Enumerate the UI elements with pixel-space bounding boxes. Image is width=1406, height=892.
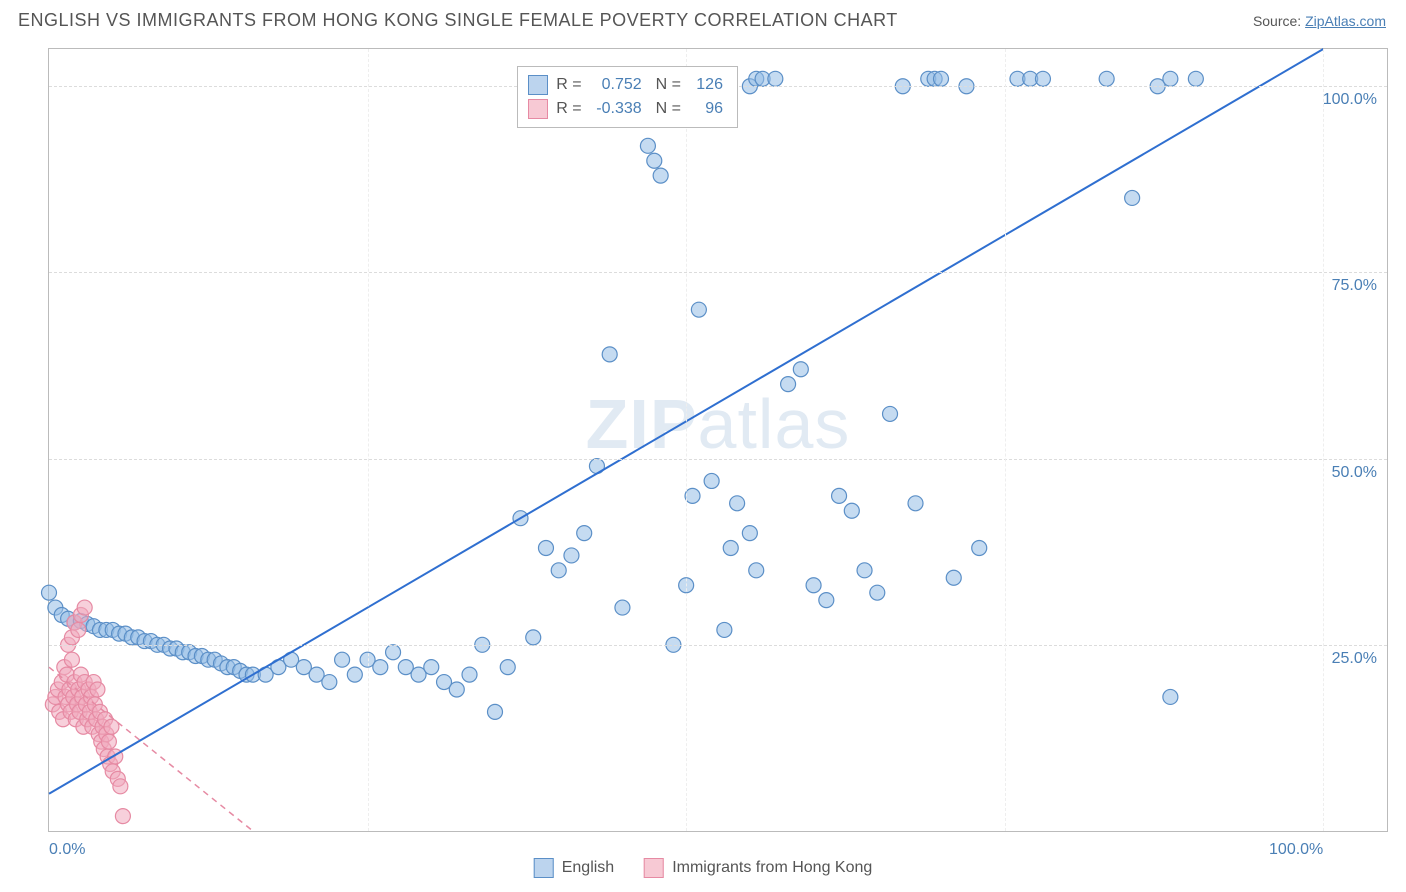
data-point xyxy=(1125,190,1140,205)
source-label: Source: xyxy=(1253,13,1305,29)
data-point xyxy=(946,570,961,585)
data-point xyxy=(1163,71,1178,86)
data-point xyxy=(64,652,79,667)
data-point xyxy=(602,347,617,362)
stats-legend-box: R = 0.752 N = 126 R = -0.338 N = 96 xyxy=(517,66,738,128)
y-tick-label: 100.0% xyxy=(1323,91,1377,109)
grid-line xyxy=(1005,49,1006,831)
data-point xyxy=(647,153,662,168)
stat-n-label: N = xyxy=(656,97,681,121)
stat-n-value: 126 xyxy=(689,73,723,97)
data-point xyxy=(373,660,388,675)
data-point xyxy=(615,600,630,615)
data-point xyxy=(793,362,808,377)
data-point xyxy=(781,377,796,392)
data-point xyxy=(347,667,362,682)
data-point xyxy=(723,540,738,555)
x-tick-label: 100.0% xyxy=(1269,841,1323,859)
data-point xyxy=(526,630,541,645)
data-point xyxy=(730,496,745,511)
stat-r-value: 0.752 xyxy=(590,73,642,97)
legend-bottom: English Immigrants from Hong Kong xyxy=(534,858,873,878)
data-point xyxy=(322,675,337,690)
data-point xyxy=(551,563,566,578)
data-point xyxy=(934,71,949,86)
chart-plot-area: ZIPatlas 25.0%50.0%75.0%100.0%0.0%100.0%… xyxy=(48,48,1388,832)
y-tick-label: 25.0% xyxy=(1332,650,1377,668)
data-point xyxy=(564,548,579,563)
y-tick-label: 50.0% xyxy=(1332,464,1377,482)
data-point xyxy=(640,138,655,153)
stat-n-value: 96 xyxy=(689,97,723,121)
data-point xyxy=(819,593,834,608)
grid-line xyxy=(368,49,369,831)
source-link[interactable]: ZipAtlas.com xyxy=(1305,13,1386,29)
x-tick-label: 0.0% xyxy=(49,841,85,859)
data-point xyxy=(972,540,987,555)
data-point xyxy=(77,600,92,615)
data-point xyxy=(386,645,401,660)
legend-item: Immigrants from Hong Kong xyxy=(644,858,872,878)
data-point xyxy=(806,578,821,593)
chart-title: ENGLISH VS IMMIGRANTS FROM HONG KONG SIN… xyxy=(18,10,898,31)
data-point xyxy=(101,734,116,749)
data-point xyxy=(691,302,706,317)
legend-label: English xyxy=(562,859,614,877)
data-point xyxy=(488,704,503,719)
data-point xyxy=(653,168,668,183)
data-point xyxy=(462,667,477,682)
data-point xyxy=(449,682,464,697)
data-point xyxy=(883,406,898,421)
data-point xyxy=(844,503,859,518)
y-tick-label: 75.0% xyxy=(1332,277,1377,295)
legend-swatch xyxy=(528,99,548,119)
grid-line xyxy=(49,459,1387,460)
data-point xyxy=(113,779,128,794)
grid-line xyxy=(49,645,1387,646)
data-point xyxy=(42,585,57,600)
data-point xyxy=(1035,71,1050,86)
data-point xyxy=(104,719,119,734)
stat-n-label: N = xyxy=(656,73,681,97)
data-point xyxy=(71,622,86,637)
data-point xyxy=(115,809,130,824)
data-point xyxy=(857,563,872,578)
grid-line xyxy=(686,49,687,831)
stat-r-label: R = xyxy=(556,73,581,97)
data-point xyxy=(742,526,757,541)
data-point xyxy=(768,71,783,86)
data-point xyxy=(832,488,847,503)
data-point xyxy=(335,652,350,667)
scatter-plot-svg xyxy=(49,49,1387,831)
data-point xyxy=(1188,71,1203,86)
data-point xyxy=(749,563,764,578)
legend-label: Immigrants from Hong Kong xyxy=(672,859,872,877)
data-point xyxy=(424,660,439,675)
legend-swatch xyxy=(528,75,548,95)
grid-line xyxy=(49,272,1387,273)
data-point xyxy=(704,473,719,488)
legend-swatch xyxy=(534,858,554,878)
stat-r-label: R = xyxy=(556,97,581,121)
stat-r-value: -0.338 xyxy=(590,97,642,121)
data-point xyxy=(577,526,592,541)
data-point xyxy=(717,622,732,637)
data-point xyxy=(90,682,105,697)
data-point xyxy=(1163,689,1178,704)
data-point xyxy=(1099,71,1114,86)
data-point xyxy=(538,540,553,555)
grid-line xyxy=(1323,49,1324,831)
legend-item: English xyxy=(534,858,614,878)
data-point xyxy=(685,488,700,503)
data-point xyxy=(500,660,515,675)
data-point xyxy=(870,585,885,600)
legend-swatch xyxy=(644,858,664,878)
data-point xyxy=(908,496,923,511)
source-attribution: Source: ZipAtlas.com xyxy=(1253,13,1386,29)
